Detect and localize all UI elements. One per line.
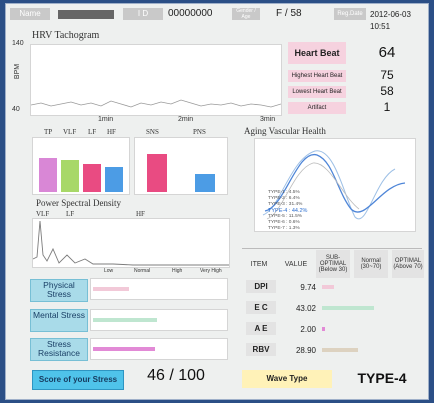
row-rbv-bar [322, 348, 358, 352]
row-dpi-value: 9.74 [300, 283, 316, 292]
aging-chart [254, 138, 416, 232]
heart-beat-label: Heart Beat [288, 42, 346, 64]
stress-score-value: 46 / 100 [147, 367, 205, 384]
tachogram-y-min: 40 [12, 106, 20, 113]
mental-stress-bar [93, 318, 157, 322]
legend-type-4: TYPE-4 : 44.2% [268, 208, 308, 214]
table-header-item: ITEM [250, 260, 268, 268]
psd-vlf-label: VLF [36, 210, 50, 218]
legend-type-7: TYPE-7 : 1.3% [268, 226, 300, 231]
highest-heart-beat-value: 75 [380, 68, 394, 82]
ans-balance-chart [134, 137, 228, 195]
name-redacted-bar [58, 10, 114, 19]
table-header-normal: Normal (30~70) [354, 250, 388, 278]
physical-stress-bar [93, 287, 129, 291]
pns-bar [195, 174, 215, 192]
artifact-label: Artifact [288, 102, 346, 114]
reg-date-label: Reg.Date [334, 8, 366, 20]
psd-chart [32, 218, 230, 268]
psd-hf-label: HF [136, 210, 145, 218]
physical-stress-track [90, 278, 228, 300]
legend-type-3: TYPE-3 : 31.4% [268, 202, 303, 207]
tp-bar [39, 158, 57, 192]
id-label: I D [123, 8, 163, 20]
table-header-optimal: OPTIMAL (Above 70) [392, 250, 424, 278]
vlf-bar [61, 160, 79, 192]
tachogram-x-3min: 3min [260, 116, 276, 123]
scale-normal: Normal [134, 268, 151, 274]
psd-title: Power Spectral Density [36, 198, 121, 208]
row-ec-value: 43.02 [295, 304, 316, 313]
heart-beat-value: 64 [378, 44, 396, 61]
sns-label: SNS [146, 128, 159, 136]
tachogram-x-2min: 2min [178, 116, 194, 123]
reg-date-value: 2012-06-03 10:51 [370, 10, 411, 31]
pns-label: PNS [193, 128, 206, 136]
hrv-report-window: Name I D 00000000 Gender / Age F / 58 Re… [5, 3, 429, 400]
scale-very-high: Very High [200, 268, 222, 274]
table-header-value: VALUE [284, 260, 308, 268]
stress-score-label: Score of your Stress [32, 370, 124, 390]
gender-age-label: Gender / Age [232, 8, 260, 20]
gender-age-value: F / 58 [276, 8, 302, 19]
name-label: Name [10, 8, 50, 20]
legend-type-1: TYPE-1 : 4.5% [268, 190, 300, 195]
tachogram-y-max: 140 [12, 40, 24, 47]
lf-bar [83, 164, 101, 192]
tachogram-ylabel: BPM [14, 63, 22, 80]
tachogram-trace [30, 99, 282, 108]
stress-resistance-label: Stress Resistance [30, 338, 88, 361]
mental-stress-track [90, 309, 228, 331]
artifact-value: 1 [383, 100, 391, 114]
id-value: 00000000 [168, 8, 213, 19]
tachogram-title: HRV Tachogram [32, 30, 100, 41]
hf-label: HF [107, 128, 116, 136]
ans-bar-chart [32, 137, 130, 195]
highest-heart-beat-label: Highest Heart Beat [288, 70, 346, 82]
psd-trace [32, 220, 229, 266]
legend-type-5: TYPE-5 : 11.5% [268, 214, 303, 219]
vlf-label: VLF [63, 128, 77, 136]
lf-label: LF [88, 128, 97, 136]
hf-bar [105, 167, 123, 192]
sns-bar [147, 154, 167, 192]
wave-type-value: TYPE-4 [357, 370, 407, 386]
wave-type-label: Wave Type [242, 370, 332, 388]
tachogram-x-1min: 1min [98, 116, 114, 123]
tachogram-plot [30, 44, 282, 116]
physical-stress-label: Physical Stress [30, 279, 88, 302]
row-ec-bar [322, 306, 374, 310]
row-ec-label: E C [246, 301, 276, 314]
stress-resistance-bar [93, 347, 155, 351]
aging-legend: TYPE-1 : 4.5% TYPE-2 : 6.4% TYPE-3 : 31.… [268, 190, 307, 232]
tp-label: TP [44, 128, 53, 136]
aging-title: Aging Vascular Health [244, 126, 326, 136]
mental-stress-label: Mental Stress [30, 309, 88, 332]
table-header-sub-optimal: SUB-OPTIMAL (Below 30) [316, 250, 350, 278]
psd-lf-label: LF [66, 210, 75, 218]
legend-type-2: TYPE-2 : 6.4% [268, 196, 300, 201]
lowest-heart-beat-value: 58 [380, 84, 394, 98]
row-rbv-label: RBV [246, 343, 276, 356]
stress-resistance-track [90, 338, 228, 360]
scale-high: High [172, 268, 183, 274]
row-rbv-value: 28.90 [295, 346, 316, 355]
row-dpi-bar [322, 285, 334, 289]
aging-waveforms [262, 150, 406, 220]
lowest-heart-beat-label: Lowest Heart Beat [288, 86, 346, 98]
row-ae-bar [322, 327, 325, 331]
table-divider-top [242, 248, 422, 249]
legend-type-6: TYPE-6 : 0.6% [268, 220, 300, 225]
row-ae-value: 2.00 [300, 325, 316, 334]
row-ae-label: A E [246, 322, 276, 335]
scale-low: Low [104, 268, 114, 274]
row-dpi-label: DPI [246, 280, 276, 293]
